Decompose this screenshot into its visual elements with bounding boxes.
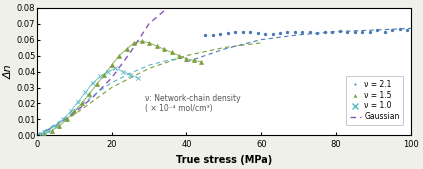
Point [131, 41, 137, 44]
Point [120, 70, 126, 73]
Point [396, 28, 403, 31]
Point [389, 29, 396, 31]
Point [314, 32, 321, 34]
Point [191, 59, 198, 62]
Point [90, 81, 96, 84]
Point [247, 31, 253, 33]
Point [60, 118, 66, 121]
Point [161, 48, 168, 51]
Point [336, 30, 343, 33]
Point [239, 30, 246, 33]
Point [366, 30, 373, 33]
Point [284, 31, 291, 34]
Point [48, 129, 55, 132]
Point [299, 31, 306, 33]
Point [232, 31, 239, 34]
Point [352, 30, 358, 33]
Point [82, 91, 89, 94]
Point [135, 77, 141, 79]
Point [37, 132, 44, 135]
Point [146, 41, 152, 44]
Point [183, 57, 190, 60]
Point [168, 51, 175, 54]
Point [198, 61, 205, 63]
Point [329, 30, 336, 33]
Point [262, 33, 269, 35]
Point [78, 102, 85, 105]
Point [277, 32, 283, 35]
Point [56, 125, 63, 127]
Point [217, 33, 223, 35]
Point [67, 110, 74, 113]
Point [202, 33, 209, 36]
Point [93, 83, 100, 86]
Point [291, 30, 298, 33]
Point [108, 64, 115, 67]
Point [116, 54, 123, 57]
Point [254, 32, 261, 35]
Point [45, 129, 52, 132]
Point [52, 125, 59, 127]
X-axis label: True stress (MPa): True stress (MPa) [176, 155, 272, 165]
Point [269, 32, 276, 35]
Text: ν: Network-chain density
( × 10⁻⁴ mol/cm³): ν: Network-chain density ( × 10⁻⁴ mol/cm… [146, 94, 241, 113]
Point [112, 67, 119, 70]
Point [127, 73, 134, 76]
Point [123, 48, 130, 51]
Point [374, 29, 381, 31]
Point [153, 45, 160, 47]
Point [209, 33, 216, 36]
Point [97, 75, 104, 78]
Point [63, 118, 70, 121]
Point [71, 110, 78, 113]
Point [382, 30, 388, 33]
Y-axis label: Δn: Δn [4, 64, 14, 79]
Point [101, 73, 107, 76]
Point [41, 132, 48, 135]
Point [86, 93, 93, 95]
Legend: ν = 2.1, ν = 1.5, ν = 1.0, Gaussian: ν = 2.1, ν = 1.5, ν = 1.0, Gaussian [346, 76, 404, 125]
Point [176, 54, 182, 57]
Point [404, 29, 411, 31]
Point [104, 70, 111, 73]
Point [344, 30, 351, 33]
Point [41, 131, 48, 134]
Point [307, 31, 313, 34]
Point [224, 32, 231, 35]
Point [74, 101, 81, 103]
Point [138, 40, 145, 43]
Point [359, 31, 366, 33]
Point [321, 31, 328, 34]
